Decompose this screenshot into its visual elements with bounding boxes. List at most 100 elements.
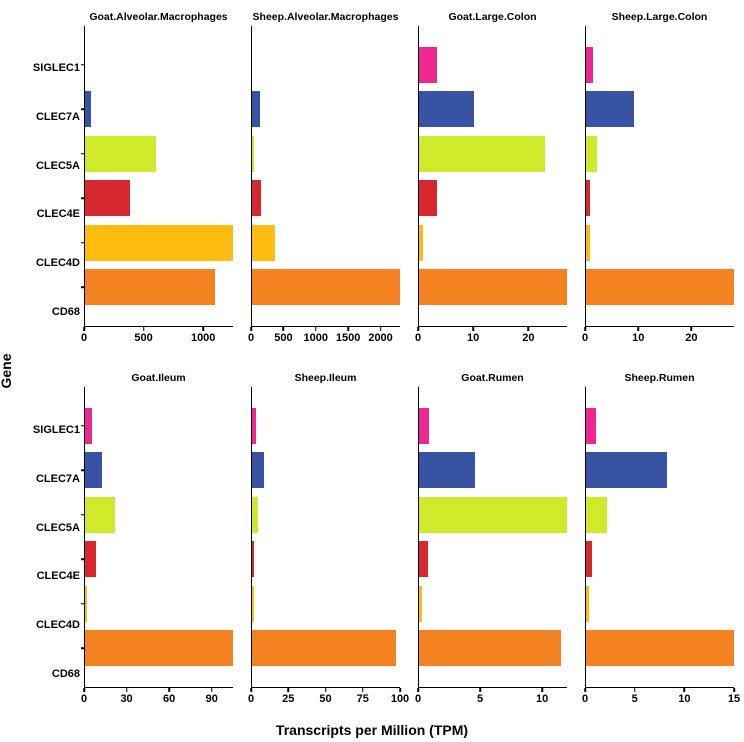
x-tick-label: 60	[163, 693, 175, 705]
x-tick-label: 500	[274, 332, 292, 344]
x-tick-label: 2000	[368, 332, 392, 344]
bar-slot	[419, 132, 567, 177]
panel-title: Goat.Ileum	[84, 371, 233, 387]
bar-slot	[586, 132, 734, 177]
panel: Goat.Rumen0510	[418, 371, 567, 710]
x-tick-mark	[584, 327, 586, 331]
x-tick-mark	[684, 688, 686, 692]
plot-area	[418, 26, 567, 327]
x-tick-mark	[325, 688, 327, 692]
y-tick-label: SIGLEC1	[33, 424, 80, 436]
x-tick-mark	[250, 688, 252, 692]
bar	[252, 136, 254, 172]
plot-area	[418, 387, 567, 688]
bar	[419, 630, 561, 666]
bar-slot	[586, 448, 734, 493]
x-tick-mark	[691, 327, 693, 331]
panel-title: Goat.Large.Colon	[418, 10, 567, 26]
bar	[586, 586, 589, 622]
plot-area	[84, 387, 233, 688]
bar	[586, 408, 596, 444]
x-tick-mark	[417, 327, 419, 331]
x-tick-label: 15	[728, 693, 740, 705]
panel: Sheep.Large.Colon01020	[585, 10, 734, 349]
bar-slot	[419, 626, 567, 671]
x-tick-mark	[211, 688, 213, 692]
x-tick-label: 50	[319, 693, 331, 705]
x-tick-label: 20	[522, 332, 534, 344]
bar	[85, 586, 87, 622]
bar	[252, 408, 256, 444]
bar	[586, 269, 734, 305]
x-ticks: 051015	[585, 688, 734, 710]
bar-slot	[85, 221, 233, 266]
x-tick-label: 10	[536, 693, 548, 705]
x-tick-label: 25	[282, 693, 294, 705]
panel: Sheep.Ileum0255075100	[251, 371, 400, 710]
x-ticks: 01020	[585, 327, 734, 349]
bar	[586, 630, 734, 666]
x-tick-label: 0	[582, 332, 588, 344]
bar	[252, 225, 275, 261]
y-tick-label: CLEC5A	[36, 160, 80, 172]
panel: Sheep.Rumen051015	[585, 371, 734, 710]
bar	[586, 497, 607, 533]
bar	[252, 180, 261, 216]
x-tick-mark	[399, 688, 401, 692]
y-tick-label: CLEC4E	[37, 570, 80, 582]
x-tick-label: 1000	[304, 332, 328, 344]
bar	[85, 541, 96, 577]
bar	[586, 541, 592, 577]
bar	[252, 452, 264, 488]
bar	[252, 541, 254, 577]
bar-slot	[419, 493, 567, 538]
bar	[419, 541, 428, 577]
bar-slot	[419, 404, 567, 449]
bar	[419, 225, 423, 261]
bar-slot	[85, 404, 233, 449]
bar-slot	[586, 221, 734, 266]
bar-slot	[85, 132, 233, 177]
panel-grid: Goat.Alveolar.Macrophages05001000Sheep.A…	[84, 10, 734, 710]
bar	[85, 136, 156, 172]
bar-slot	[85, 448, 233, 493]
panel: Sheep.Alveolar.Macrophages05001000150020…	[251, 10, 400, 349]
x-tick-mark	[472, 327, 474, 331]
bar-slot	[419, 448, 567, 493]
y-tick-labels-row1: SIGLEC1CLEC7ACLEC5ACLEC4ECLEC4DCD68	[30, 388, 84, 716]
bar	[586, 180, 590, 216]
x-tick-label: 0	[415, 332, 421, 344]
plot-area	[585, 387, 734, 688]
bar-slot	[85, 87, 233, 132]
y-tick-label: CLEC4D	[36, 619, 80, 631]
bar-slot	[252, 626, 400, 671]
x-tick-label: 5	[477, 693, 483, 705]
x-tick-label: 0	[582, 693, 588, 705]
x-tick-mark	[541, 688, 543, 692]
x-tick-mark	[528, 327, 530, 331]
bar-slot	[586, 265, 734, 310]
bar-slot	[85, 43, 233, 88]
figure: Gene Transcripts per Million (TPM) SIGLE…	[0, 0, 744, 742]
y-tick-label: CD68	[52, 306, 80, 318]
bar	[419, 452, 475, 488]
plot-area	[251, 26, 400, 327]
bar-slot	[85, 265, 233, 310]
bar-slot	[252, 582, 400, 627]
x-tick-mark	[83, 688, 85, 692]
bar	[586, 225, 590, 261]
x-tick-mark	[637, 327, 639, 331]
bar-slot	[586, 43, 734, 88]
bar-slot	[586, 537, 734, 582]
bar-slot	[85, 626, 233, 671]
x-tick-mark	[288, 688, 290, 692]
bar-slot	[586, 87, 734, 132]
bar-slot	[586, 404, 734, 449]
panel-title: Goat.Rumen	[418, 371, 567, 387]
bar-slot	[419, 265, 567, 310]
plot-area	[251, 387, 400, 688]
x-ticks: 0255075100	[251, 688, 400, 710]
x-ticks: 0510	[418, 688, 567, 710]
bar	[419, 47, 437, 83]
x-tick-label: 0	[81, 693, 87, 705]
